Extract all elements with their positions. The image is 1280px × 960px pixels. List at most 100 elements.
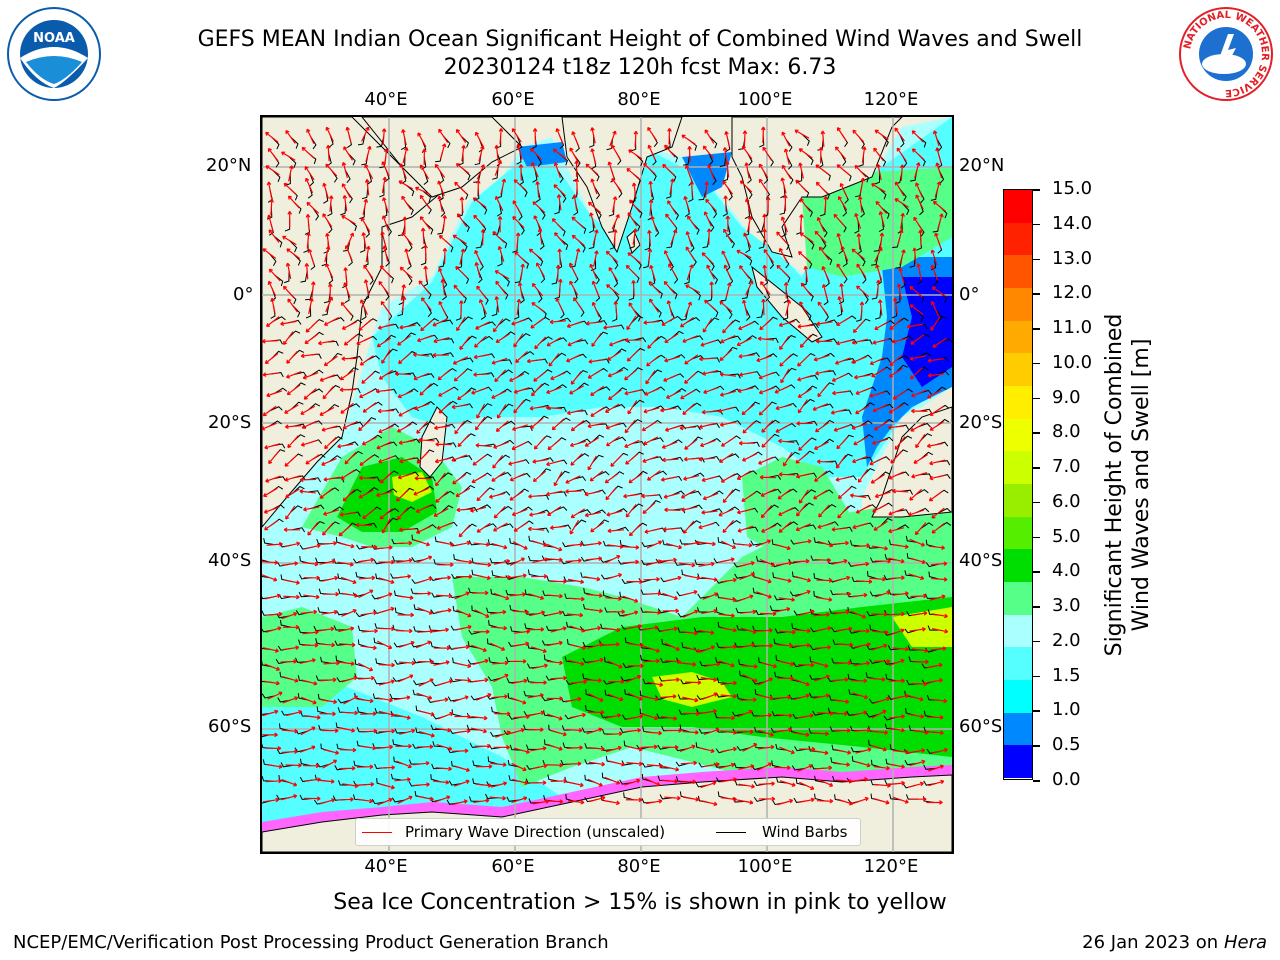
wave-direction-arrow <box>470 727 487 734</box>
wave-direction-arrow <box>915 194 924 210</box>
wind-barb <box>312 207 320 221</box>
wind-barb <box>262 693 275 699</box>
wave-direction-arrow <box>263 680 280 686</box>
wave-direction-arrow <box>871 545 888 551</box>
wind-barb <box>330 506 345 513</box>
wave-direction-arrow <box>287 210 293 228</box>
wave-direction-arrow <box>341 183 351 198</box>
wave-direction-arrow <box>926 678 943 684</box>
wave-direction-arrow <box>798 251 812 263</box>
wave-direction-arrow <box>440 278 446 296</box>
wave-direction-arrow <box>852 561 870 567</box>
wave-direction-arrow <box>663 373 679 382</box>
wave-direction-arrow <box>474 562 492 568</box>
wave-direction-arrow <box>436 522 453 530</box>
wind-barb <box>809 674 822 680</box>
wind-barb <box>854 221 860 234</box>
wave-direction-arrow <box>645 370 656 385</box>
colorbar-tick <box>1033 606 1040 608</box>
wave-direction-arrow <box>359 355 374 366</box>
wind-barb <box>928 571 940 580</box>
wave-direction-arrow <box>590 406 605 417</box>
wind-barb <box>462 485 476 493</box>
wave-direction-arrow <box>909 367 923 380</box>
wave-direction-arrow <box>632 228 638 245</box>
wave-direction-arrow <box>873 420 889 431</box>
wave-direction-arrow <box>608 389 622 401</box>
wave-direction-arrow <box>361 544 378 550</box>
wave-direction-arrow <box>396 760 412 769</box>
wave-direction-arrow <box>402 216 408 233</box>
wind-barb <box>440 505 454 513</box>
wave-direction-arrow <box>511 762 527 772</box>
wave-direction-arrow <box>761 298 766 316</box>
colorbar-tick-label: 0.5 <box>1052 734 1081 756</box>
wind-barb <box>307 490 321 496</box>
wave-direction-arrow <box>797 354 810 367</box>
wave-direction-arrow <box>590 127 596 144</box>
wave-direction-arrow <box>303 575 320 581</box>
wave-direction-arrow <box>415 525 432 534</box>
wave-direction-arrow <box>491 781 508 788</box>
wave-direction-arrow <box>929 459 946 466</box>
wave-direction-arrow <box>799 781 815 791</box>
wave-direction-arrow <box>739 371 756 377</box>
wave-direction-arrow <box>302 372 319 380</box>
wave-direction-arrow <box>262 560 279 565</box>
wave-direction-arrow <box>569 440 586 448</box>
wave-direction-arrow <box>417 659 435 665</box>
wind-barb <box>775 776 788 784</box>
wave-direction-arrow <box>288 165 294 182</box>
wave-direction-arrow <box>587 455 597 471</box>
wave-direction-arrow <box>665 575 682 582</box>
wave-direction-arrow <box>379 265 392 279</box>
wave-direction-arrow <box>666 300 673 317</box>
wave-direction-arrow <box>322 759 338 769</box>
wave-direction-arrow <box>474 574 491 581</box>
wave-direction-arrow <box>473 353 490 360</box>
wave-direction-arrow <box>681 589 698 596</box>
wave-direction-arrow <box>872 630 889 635</box>
wave-direction-arrow <box>873 520 888 531</box>
wave-direction-arrow <box>643 576 660 582</box>
wave-direction-arrow <box>361 436 377 446</box>
wind-barb <box>489 731 503 737</box>
wave-direction-arrow <box>571 234 585 247</box>
wind-barb <box>597 386 611 392</box>
wave-direction-arrow <box>418 710 435 717</box>
wave-direction-arrow <box>830 408 847 415</box>
wave-direction-arrow <box>593 250 599 267</box>
wave-direction-arrow <box>813 612 830 617</box>
wave-direction-arrow <box>322 182 329 199</box>
wind-barb <box>709 508 723 514</box>
wave-direction-arrow <box>285 488 300 499</box>
wind-barb <box>527 555 541 562</box>
wave-direction-arrow <box>381 349 391 364</box>
wave-direction-arrow <box>687 215 698 230</box>
wave-direction-arrow <box>833 213 846 227</box>
wave-direction-arrow <box>284 454 298 467</box>
wave-direction-arrow <box>608 679 625 684</box>
wind-barb <box>480 403 493 412</box>
wave-direction-arrow <box>356 764 374 770</box>
wind-barb <box>823 253 833 266</box>
wave-direction-arrow <box>888 658 905 666</box>
wave-direction-arrow <box>566 409 584 416</box>
wind-barb <box>326 403 340 412</box>
wave-direction-arrow <box>304 165 315 181</box>
wind-barb <box>407 322 421 327</box>
wave-direction-arrow <box>434 163 446 178</box>
wave-direction-arrow <box>834 591 851 597</box>
wind-barb <box>309 172 315 187</box>
colorbar-tick-label: 4.0 <box>1052 560 1081 582</box>
wave-direction-arrow <box>527 627 545 632</box>
wave-direction-arrow <box>837 296 844 313</box>
wind-barb <box>480 306 486 320</box>
wind-barb <box>688 490 702 496</box>
wave-direction-arrow <box>816 578 833 583</box>
wave-direction-arrow <box>306 201 320 214</box>
wind-barb <box>885 673 897 682</box>
wave-direction-arrow <box>301 696 317 705</box>
wave-direction-arrow <box>935 147 942 164</box>
wave-direction-arrow <box>492 231 506 244</box>
